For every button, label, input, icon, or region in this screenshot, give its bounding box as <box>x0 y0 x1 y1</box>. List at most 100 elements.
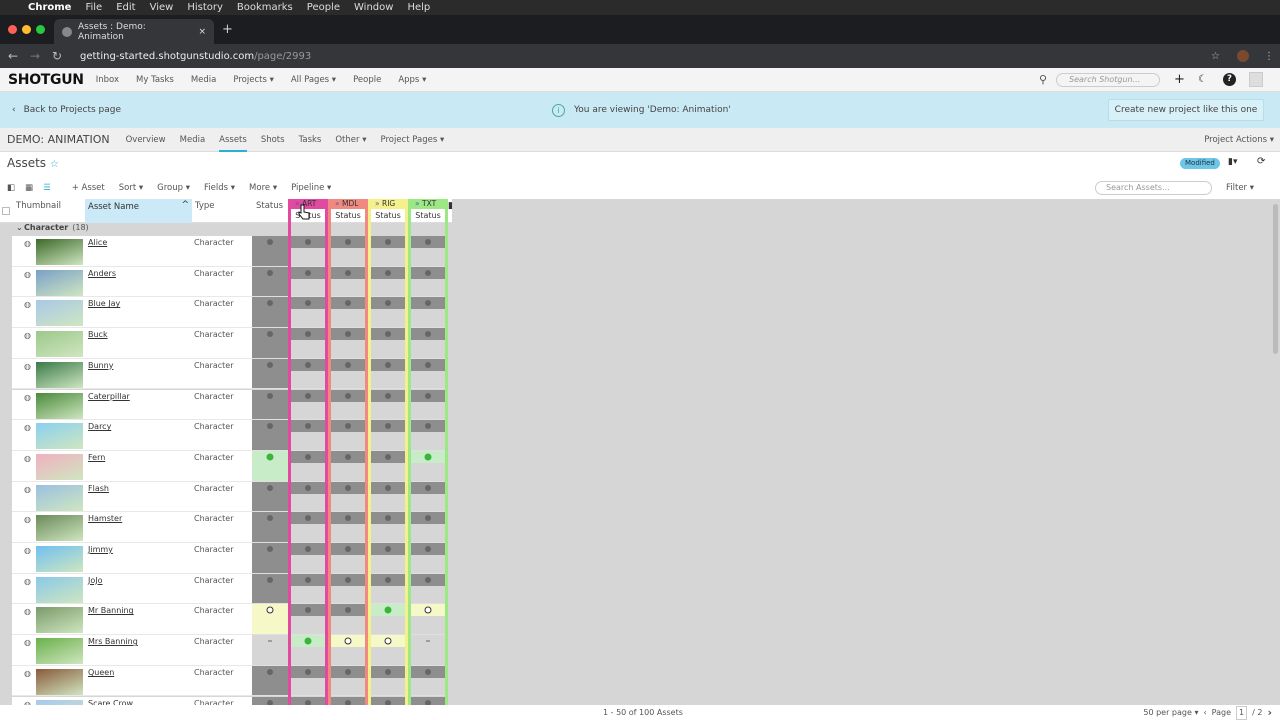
status-cell[interactable] <box>252 635 288 666</box>
vertical-scrollbar[interactable] <box>1273 204 1278 354</box>
per-page-select[interactable]: 50 per page ▾ <box>1143 708 1199 717</box>
status-cell[interactable] <box>410 604 446 636</box>
url-field[interactable]: getting-started.shotgunstudio.com/page/2… <box>80 51 311 62</box>
status-cell[interactable] <box>370 420 406 451</box>
asset-name-link[interactable]: Blue Jay <box>88 299 121 309</box>
status-cell[interactable] <box>252 450 288 482</box>
thumbnail-image[interactable] <box>36 300 83 327</box>
status-cell[interactable] <box>370 604 406 636</box>
minimize-window-button[interactable] <box>22 25 31 34</box>
browser-tab[interactable]: Assets : Demo: Animation × <box>54 19 214 44</box>
page-menu-icon[interactable]: ▮▾ <box>1228 157 1238 167</box>
thumbnail-image[interactable] <box>36 515 83 542</box>
status-cell[interactable] <box>290 450 326 482</box>
filter-button[interactable]: Filter ▾ <box>1226 183 1255 193</box>
thumbnail-image[interactable] <box>36 576 83 603</box>
asset-name-link[interactable]: Alice <box>88 238 108 247</box>
asset-name-link[interactable]: Darcy <box>88 422 112 432</box>
step-header-rig[interactable]: » RIG <box>371 199 405 209</box>
nav-all-pages[interactable]: All Pages ▾ <box>290 74 337 85</box>
status-cell[interactable] <box>370 635 406 666</box>
step-header-mdl[interactable]: » MDL <box>331 199 365 209</box>
menu-bookmarks[interactable]: Bookmarks <box>236 2 293 13</box>
status-cell[interactable] <box>410 696 446 705</box>
status-cell[interactable] <box>330 297 366 329</box>
status-cell[interactable] <box>410 543 446 574</box>
status-cell[interactable] <box>290 420 326 451</box>
maximize-window-button[interactable] <box>36 25 45 34</box>
status-cell[interactable] <box>330 358 366 390</box>
table-row[interactable]: ◍ Bunny Character <box>12 358 252 390</box>
add-column-icon[interactable]: ▮ <box>448 201 453 211</box>
asset-name-link[interactable]: Scare Crow <box>88 698 134 706</box>
status-cell[interactable] <box>330 450 366 482</box>
status-cell[interactable] <box>330 481 366 513</box>
table-row[interactable]: ◍ Queen Character <box>12 665 252 697</box>
asset-name-link[interactable]: Fern <box>88 452 106 462</box>
search-assets-input[interactable]: Search Assets... <box>1095 181 1212 195</box>
asset-name-link[interactable]: Jimmy <box>88 545 113 554</box>
status-cell[interactable] <box>330 665 366 697</box>
status-cell[interactable] <box>370 543 406 574</box>
prev-page-icon[interactable]: ‹ <box>1203 708 1207 717</box>
status-cell[interactable] <box>410 358 446 390</box>
header-status[interactable]: Status <box>256 201 284 211</box>
view-list-icon[interactable]: ☰ <box>43 183 51 193</box>
asset-name-link[interactable]: Mrs Banning <box>88 637 138 647</box>
thumbnail-image[interactable] <box>36 239 83 265</box>
shotgun-logo[interactable]: SHOTGUN <box>8 71 84 88</box>
status-cell[interactable] <box>290 665 326 697</box>
select-all-checkbox[interactable] <box>2 207 10 215</box>
nav-my-tasks[interactable]: My Tasks <box>136 74 174 85</box>
table-row[interactable]: ◍ Alice Character <box>12 236 252 267</box>
status-cell[interactable] <box>370 481 406 513</box>
status-cell[interactable] <box>370 389 406 421</box>
status-cell[interactable] <box>330 635 366 666</box>
next-page-icon[interactable]: › <box>1267 706 1272 719</box>
thumbnail-image[interactable] <box>36 699 83 705</box>
status-cell[interactable] <box>370 266 406 298</box>
status-cell[interactable] <box>410 236 446 267</box>
table-row[interactable]: ◍ Jimmy Character <box>12 543 252 574</box>
menu-window[interactable]: Window <box>354 2 394 13</box>
table-row[interactable]: ◍ Blue Jay Character <box>12 297 252 329</box>
status-cell[interactable] <box>410 389 446 421</box>
status-cell[interactable] <box>252 573 288 605</box>
table-row[interactable]: ◍ JoJo Character <box>12 573 252 605</box>
favorite-star-icon[interactable]: ☆ <box>49 159 59 170</box>
table-row[interactable]: ◍ Mrs Banning Character <box>12 635 252 666</box>
menu-edit[interactable]: Edit <box>116 2 136 13</box>
step-header-txt[interactable]: » TXT <box>411 199 445 209</box>
thumbnail-image[interactable] <box>36 361 83 388</box>
nav-projects[interactable]: Projects ▾ <box>233 74 274 85</box>
menu-help[interactable]: Help <box>407 2 431 13</box>
group-button[interactable]: Group ▾ <box>157 183 191 193</box>
status-cell[interactable] <box>330 512 366 543</box>
thumbnail-image[interactable] <box>36 269 83 296</box>
status-cell[interactable] <box>290 512 326 543</box>
table-row[interactable]: ◍ Darcy Character <box>12 420 252 451</box>
tab-shots[interactable]: Shots <box>260 134 285 145</box>
create-project-button[interactable]: Create new project like this one <box>1108 99 1264 121</box>
table-row[interactable]: ◍ Scare Crow Character <box>12 696 252 706</box>
thumbnail-image[interactable] <box>36 392 83 419</box>
moon-icon[interactable]: ☾ <box>1198 74 1207 85</box>
profile-avatar[interactable] <box>1237 50 1249 62</box>
status-cell[interactable] <box>410 328 446 359</box>
help-icon[interactable]: ? <box>1223 73 1236 86</box>
view-detail-icon[interactable]: ◧ <box>7 183 16 193</box>
table-row[interactable]: ◍ Caterpillar Character <box>12 389 252 421</box>
thumbnail-image[interactable] <box>36 453 83 480</box>
forward-icon[interactable]: → <box>30 49 41 63</box>
tab-assets[interactable]: Assets <box>219 128 247 152</box>
status-cell[interactable] <box>252 665 288 697</box>
table-row[interactable]: ◍ Buck Character <box>12 328 252 359</box>
table-row[interactable]: ◍ Hamster Character <box>12 512 252 543</box>
project-actions-menu[interactable]: Project Actions ▾ <box>1204 134 1274 145</box>
status-cell[interactable] <box>330 604 366 636</box>
step-header-art[interactable]: » ART <box>291 199 325 209</box>
thumbnail-image[interactable] <box>36 423 83 450</box>
header-asset-name[interactable]: Asset Name ^ <box>85 199 192 223</box>
status-cell[interactable] <box>252 543 288 574</box>
status-cell[interactable] <box>290 389 326 421</box>
